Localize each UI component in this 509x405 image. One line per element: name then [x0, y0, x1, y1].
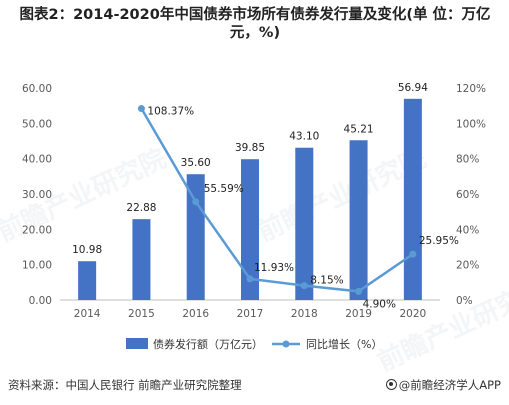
x-tick-label: 2015: [128, 308, 155, 320]
x-tick-label: 2016: [182, 308, 209, 320]
y-left-tick-label: 40.00: [22, 154, 52, 166]
x-tick-label: 2014: [74, 308, 101, 320]
y-right-tick-label: 20%: [456, 260, 479, 272]
chart-title: 图表2：2014-2020年中国债券市场所有债券发行量及变化(单 位：万亿元，%…: [19, 7, 491, 41]
bar-data-label: 56.94: [398, 82, 428, 94]
line-point: [409, 250, 417, 258]
line-point: [300, 282, 308, 290]
line-data-label: 4.90%: [363, 298, 396, 310]
line-data-label: 55.59%: [204, 183, 244, 195]
legend-line-marker: [282, 340, 290, 348]
y-left-tick-label: 0.00: [29, 295, 52, 307]
bar-data-label: 43.10: [289, 131, 319, 143]
bar-data-label: 22.88: [126, 202, 156, 214]
bar: [78, 261, 97, 300]
bar-data-label: 35.60: [181, 157, 211, 169]
line-point: [355, 287, 363, 295]
brand-credit: @前瞻经济学人APP: [385, 377, 501, 393]
line-point: [137, 105, 145, 113]
y-left-tick-label: 20.00: [22, 224, 52, 236]
y-right-tick-label: 80%: [456, 154, 479, 166]
line-point: [192, 198, 200, 206]
x-tick-label: 2020: [399, 308, 426, 320]
y-right-tick-label: 100%: [456, 118, 486, 130]
x-tick-label: 2019: [345, 308, 372, 320]
y-left-tick-label: 10.00: [22, 260, 52, 272]
brand-label: @前瞻经济学人APP: [398, 378, 501, 392]
line-point: [246, 275, 254, 283]
line-data-label: 8.15%: [310, 275, 343, 287]
y-right-tick-label: 120%: [456, 83, 486, 95]
legend-bar-label: 债券发行额（万亿元）: [153, 337, 263, 351]
legend-bar-swatch: [126, 338, 148, 349]
legend-line-label: 同比增长（%）: [306, 337, 382, 351]
y-left-tick-label: 30.00: [22, 189, 52, 201]
x-tick-label: 2017: [237, 308, 264, 320]
line-data-label: 25.95%: [419, 235, 459, 247]
bar: [241, 159, 259, 300]
bar-data-label: 45.21: [344, 123, 374, 135]
y-right-tick-label: 60%: [456, 189, 479, 201]
y-left-tick-label: 60.00: [22, 83, 52, 95]
line-data-label: 11.93%: [254, 262, 294, 274]
bar: [349, 140, 368, 300]
y-right-tick-label: 40%: [456, 224, 479, 236]
bar-data-label: 39.85: [235, 142, 265, 154]
source-note: 资料来源：中国人民银行 前瞻产业研究院整理: [8, 378, 242, 392]
bar: [186, 174, 205, 300]
bar-data-label: 10.98: [72, 244, 102, 256]
y-right-tick-label: 0%: [456, 295, 473, 307]
line-data-label: 108.37%: [147, 106, 194, 118]
growth-line: [140, 107, 414, 293]
bar: [132, 219, 151, 300]
brand-logo-icon: [385, 379, 397, 390]
x-tick-label: 2018: [291, 308, 318, 320]
bar: [403, 98, 422, 300]
bar: [295, 147, 314, 300]
y-left-tick-label: 50.00: [22, 118, 52, 130]
